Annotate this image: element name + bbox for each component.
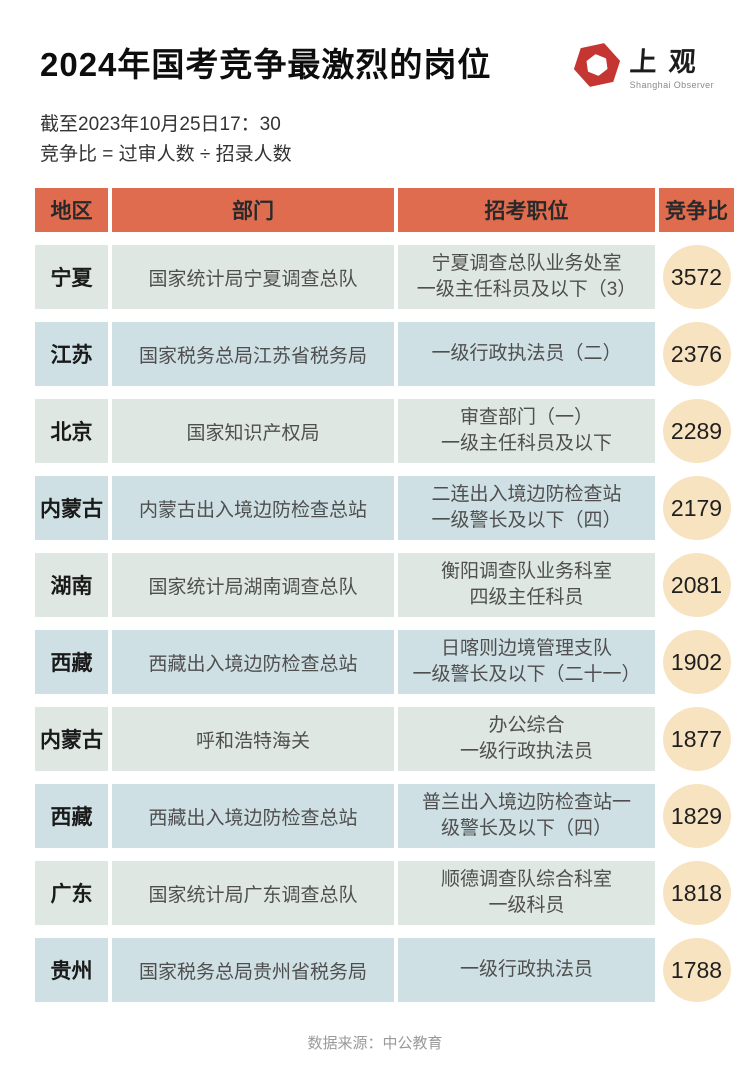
ratio-cell: 1829 bbox=[659, 784, 734, 848]
department-cell: 呼和浩特海关 bbox=[112, 707, 394, 771]
ratio-badge: 3572 bbox=[662, 245, 731, 309]
region-cell: 西藏 bbox=[35, 630, 108, 694]
ratio-badge: 2376 bbox=[662, 322, 731, 386]
position-cell: 日喀则边境管理支队 一级警长及以下（二十一） bbox=[398, 630, 655, 694]
table-row: 西藏 西藏出入境边防检查总站 日喀则边境管理支队 一级警长及以下（二十一） 19… bbox=[35, 630, 734, 694]
ratio-badge: 1829 bbox=[662, 784, 731, 848]
ratio-badge: 1788 bbox=[662, 938, 731, 1002]
ratio-cell: 2179 bbox=[659, 476, 734, 540]
deadline-note: 截至2023年10月25日17：30 bbox=[40, 114, 281, 135]
table-row: 江苏 国家税务总局江苏省税务局 一级行政执法员（二） 2376 bbox=[35, 322, 734, 386]
region-cell: 贵州 bbox=[35, 938, 108, 1002]
position-cell: 宁夏调查总队业务处室 一级主任科员及以下（3） bbox=[398, 245, 655, 309]
ratio-cell: 2081 bbox=[659, 553, 734, 617]
region-cell: 西藏 bbox=[35, 784, 108, 848]
ratio-cell: 1788 bbox=[659, 938, 734, 1002]
ratio-badge: 1818 bbox=[662, 861, 731, 925]
position-cell: 一级行政执法员 bbox=[398, 938, 655, 1002]
table-row: 内蒙古 呼和浩特海关 办公综合 一级行政执法员 1877 bbox=[35, 707, 734, 771]
table-row: 北京 国家知识产权局 审查部门（一） 一级主任科员及以下 2289 bbox=[35, 399, 734, 463]
table-header-row: 地区 部门 招考职位 竞争比 bbox=[35, 188, 734, 232]
column-header-region: 地区 bbox=[35, 188, 108, 232]
ratio-badge: 2289 bbox=[662, 399, 731, 463]
table-row: 西藏 西藏出入境边防检查总站 普兰出入境边防检查站一 级警长及以下（四） 182… bbox=[35, 784, 734, 848]
position-cell: 二连出入境边防检查站 一级警长及以下（四） bbox=[398, 476, 655, 540]
logo-name-cn: 上观 bbox=[628, 47, 709, 78]
table-body: 宁夏 国家统计局宁夏调查总队 宁夏调查总队业务处室 一级主任科员及以下（3） 3… bbox=[35, 245, 734, 1002]
position-cell: 普兰出入境边防检查站一 级警长及以下（四） bbox=[398, 784, 655, 848]
table-row: 贵州 国家税务总局贵州省税务局 一级行政执法员 1788 bbox=[35, 938, 734, 1002]
logo-name-en: Shanghai Observer bbox=[629, 80, 714, 90]
department-cell: 国家税务总局江苏省税务局 bbox=[112, 322, 394, 386]
ratio-cell: 1818 bbox=[659, 861, 734, 925]
table-row: 宁夏 国家统计局宁夏调查总队 宁夏调查总队业务处室 一级主任科员及以下（3） 3… bbox=[35, 245, 734, 309]
data-source-note: 数据来源：中公教育 bbox=[307, 1035, 443, 1052]
department-cell: 国家统计局广东调查总队 bbox=[112, 861, 394, 925]
ratio-badge: 1877 bbox=[662, 707, 731, 771]
position-cell: 一级行政执法员（二） bbox=[398, 322, 655, 386]
ratio-badge: 1902 bbox=[662, 630, 731, 694]
ratio-cell: 1902 bbox=[659, 630, 734, 694]
ratio-badge: 2081 bbox=[662, 553, 731, 617]
table-row: 湖南 国家统计局湖南调查总队 衡阳调查队业务科室 四级主任科员 2081 bbox=[35, 553, 734, 617]
page-title: 2024年国考竞争最激烈的岗位 bbox=[40, 46, 492, 83]
meta-notes: 截至2023年10月25日17：30 竞争比 = 过审人数 ÷ 招录人数 bbox=[40, 110, 292, 170]
department-cell: 国家知识产权局 bbox=[112, 399, 394, 463]
region-cell: 江苏 bbox=[35, 322, 108, 386]
shanghai-observer-logo: 上观 Shanghai Observer bbox=[574, 40, 714, 90]
region-cell: 宁夏 bbox=[35, 245, 108, 309]
department-cell: 西藏出入境边防检查总站 bbox=[112, 630, 394, 694]
table-row: 广东 国家统计局广东调查总队 顺德调查队综合科室 一级科员 1818 bbox=[35, 861, 734, 925]
region-cell: 湖南 bbox=[35, 553, 108, 617]
ratio-cell: 3572 bbox=[659, 245, 734, 309]
region-cell: 北京 bbox=[35, 399, 108, 463]
logo-text: 上观 Shanghai Observer bbox=[628, 40, 714, 90]
department-cell: 国家税务总局贵州省税务局 bbox=[112, 938, 394, 1002]
ratio-badge: 2179 bbox=[662, 476, 731, 540]
ranking-table: 地区 部门 招考职位 竞争比 宁夏 国家统计局宁夏调查总队 宁夏调查总队业务处室… bbox=[35, 188, 734, 1002]
table-row: 内蒙古 内蒙古出入境边防检查总站 二连出入境边防检查站 一级警长及以下（四） 2… bbox=[35, 476, 734, 540]
region-cell: 广东 bbox=[35, 861, 108, 925]
ratio-cell: 2376 bbox=[659, 322, 734, 386]
department-cell: 内蒙古出入境边防检查总站 bbox=[112, 476, 394, 540]
position-cell: 审查部门（一） 一级主任科员及以下 bbox=[398, 399, 655, 463]
formula-note: 竞争比 = 过审人数 ÷ 招录人数 bbox=[40, 144, 292, 165]
department-cell: 西藏出入境边防检查总站 bbox=[112, 784, 394, 848]
shanghai-observer-logo-icon bbox=[574, 42, 620, 88]
column-header-position: 招考职位 bbox=[398, 188, 655, 232]
ratio-cell: 1877 bbox=[659, 707, 734, 771]
position-cell: 衡阳调查队业务科室 四级主任科员 bbox=[398, 553, 655, 617]
position-cell: 顺德调查队综合科室 一级科员 bbox=[398, 861, 655, 925]
ratio-cell: 2289 bbox=[659, 399, 734, 463]
column-header-ratio: 竞争比 bbox=[659, 188, 734, 232]
position-cell: 办公综合 一级行政执法员 bbox=[398, 707, 655, 771]
department-cell: 国家统计局宁夏调查总队 bbox=[112, 245, 394, 309]
region-cell: 内蒙古 bbox=[35, 476, 108, 540]
department-cell: 国家统计局湖南调查总队 bbox=[112, 553, 394, 617]
region-cell: 内蒙古 bbox=[35, 707, 108, 771]
column-header-department: 部门 bbox=[112, 188, 394, 232]
